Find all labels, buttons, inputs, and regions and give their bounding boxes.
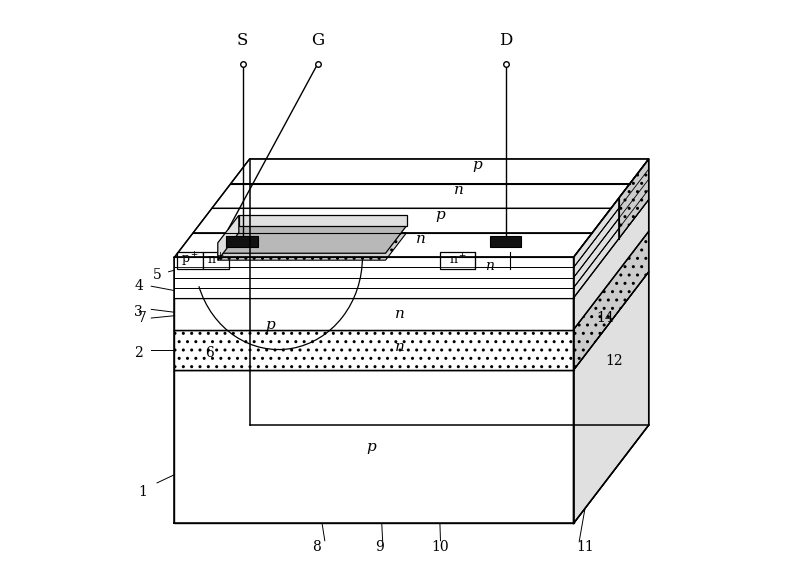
Text: p: p — [435, 208, 445, 222]
Polygon shape — [574, 200, 649, 329]
Polygon shape — [574, 189, 649, 298]
Text: D: D — [499, 32, 513, 49]
Polygon shape — [218, 215, 239, 260]
Polygon shape — [574, 179, 649, 288]
Polygon shape — [212, 183, 630, 208]
Text: n: n — [486, 259, 494, 273]
Text: 4: 4 — [134, 279, 143, 293]
Polygon shape — [174, 232, 592, 258]
Text: 8: 8 — [312, 540, 321, 554]
Polygon shape — [574, 272, 649, 523]
Text: S: S — [237, 32, 248, 49]
Polygon shape — [203, 252, 230, 269]
Polygon shape — [178, 252, 203, 269]
Polygon shape — [574, 169, 649, 277]
Polygon shape — [574, 231, 649, 370]
Polygon shape — [194, 208, 611, 232]
Text: 6: 6 — [205, 346, 214, 360]
Polygon shape — [226, 237, 258, 247]
Polygon shape — [490, 237, 522, 247]
Text: 9: 9 — [375, 540, 384, 554]
Text: p: p — [366, 440, 376, 454]
Text: G: G — [311, 32, 325, 49]
Text: p: p — [265, 318, 274, 332]
Polygon shape — [174, 267, 574, 277]
Polygon shape — [218, 232, 406, 260]
Polygon shape — [174, 370, 574, 523]
Text: n: n — [395, 307, 405, 321]
Polygon shape — [174, 288, 574, 298]
Text: 14: 14 — [597, 311, 614, 325]
Text: n$^+$: n$^+$ — [449, 252, 467, 268]
Text: 3: 3 — [134, 305, 143, 319]
Polygon shape — [231, 159, 649, 183]
Text: 10: 10 — [432, 540, 450, 554]
Text: n: n — [454, 183, 463, 197]
Text: 1: 1 — [138, 485, 147, 499]
Text: p$^+$: p$^+$ — [181, 251, 199, 269]
Text: 11: 11 — [576, 540, 594, 554]
Polygon shape — [218, 225, 406, 253]
Polygon shape — [174, 258, 574, 267]
Polygon shape — [441, 252, 475, 269]
Text: 12: 12 — [606, 354, 623, 369]
Text: 2: 2 — [134, 346, 143, 360]
Polygon shape — [574, 425, 649, 523]
Text: n: n — [416, 232, 426, 246]
Polygon shape — [239, 215, 406, 225]
Text: n$^+$: n$^+$ — [207, 252, 225, 268]
Text: 5: 5 — [153, 267, 162, 281]
Polygon shape — [174, 277, 574, 288]
Polygon shape — [618, 159, 649, 239]
Polygon shape — [174, 298, 574, 329]
Polygon shape — [574, 272, 649, 523]
Text: n: n — [395, 340, 405, 354]
Polygon shape — [574, 159, 649, 267]
Text: p: p — [473, 158, 482, 172]
Text: 7: 7 — [138, 311, 147, 325]
Polygon shape — [174, 329, 574, 370]
